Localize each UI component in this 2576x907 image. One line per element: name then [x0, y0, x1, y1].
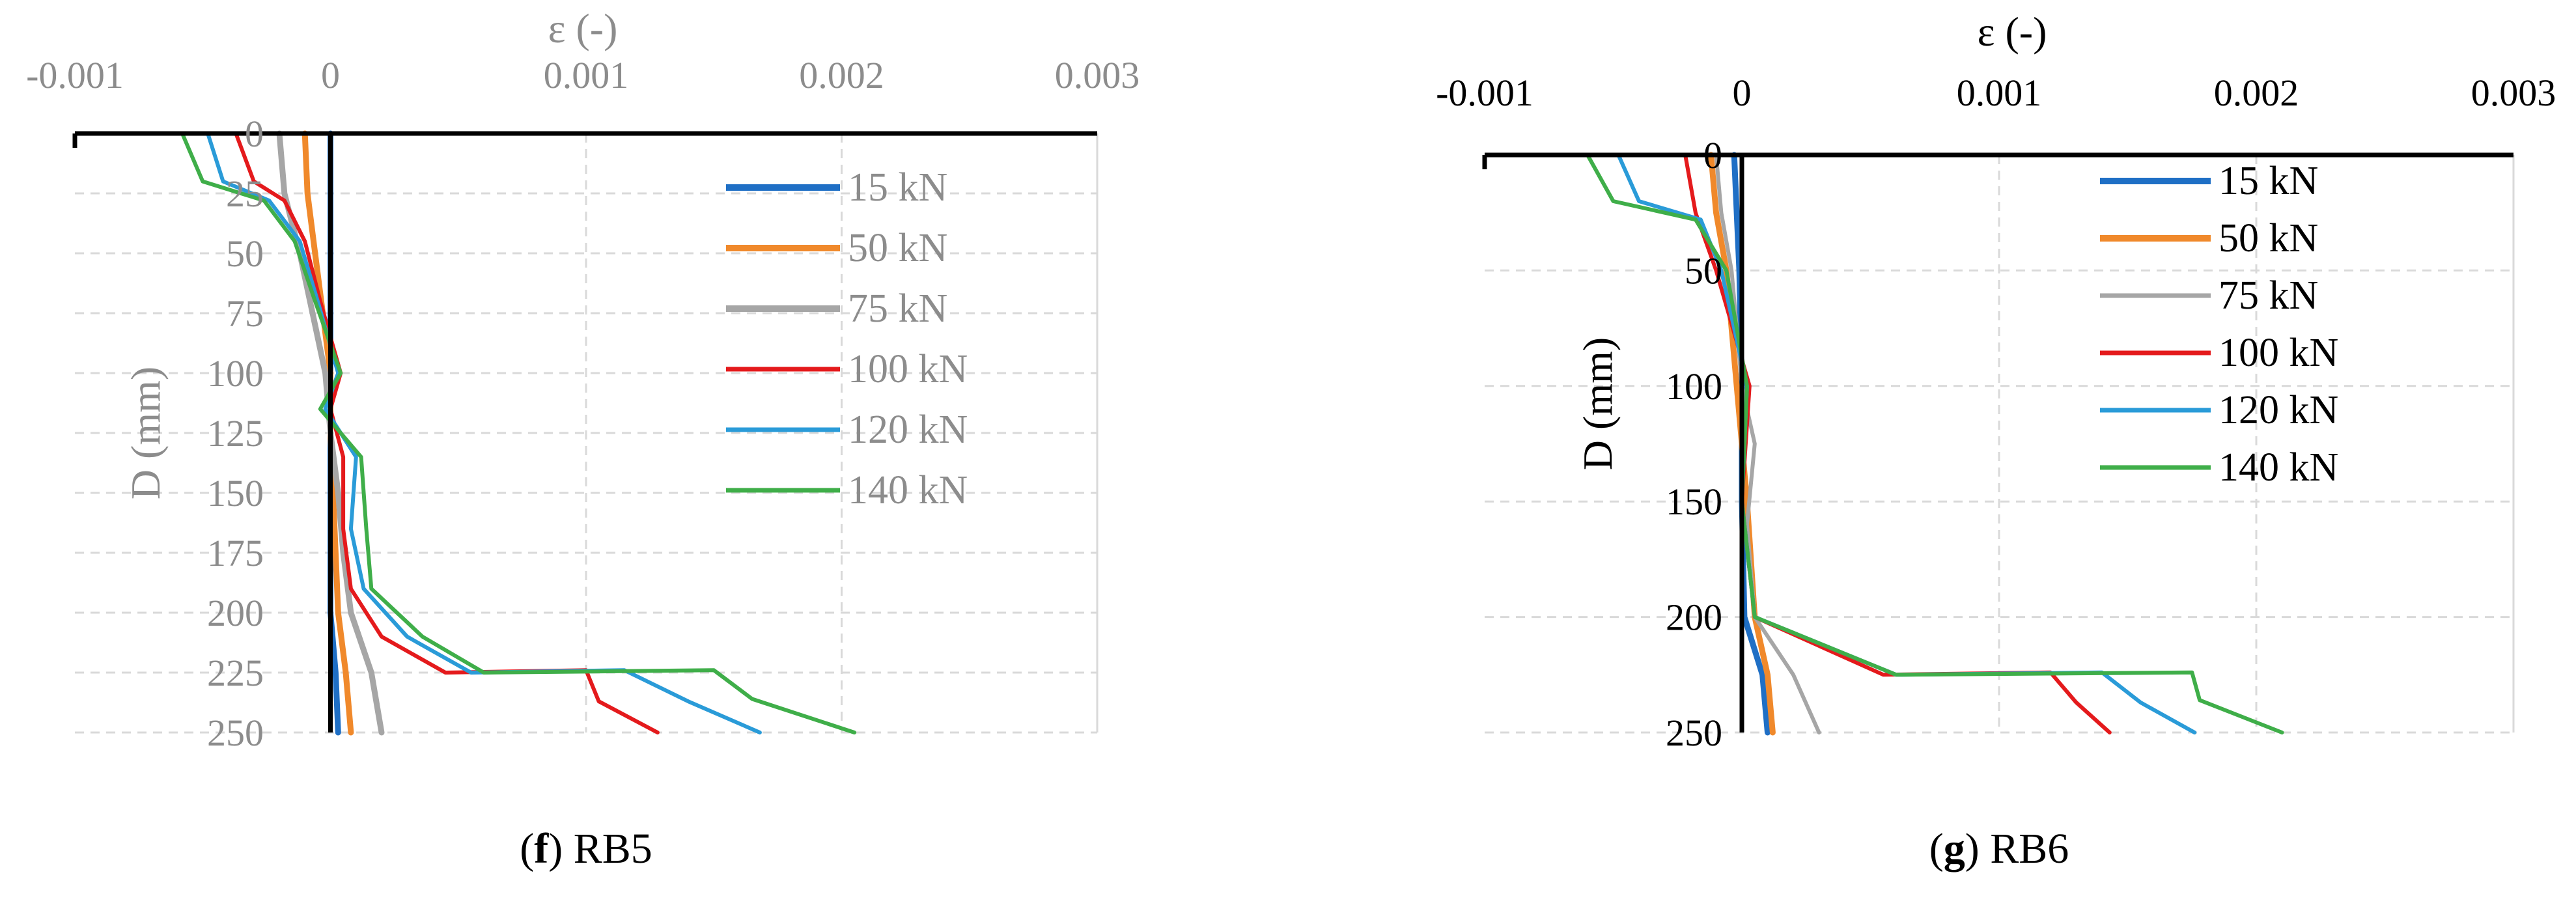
x-tick-label: 0.003	[2471, 72, 2556, 114]
legend-label: 120 kN	[848, 408, 968, 452]
y-tick-label: 125	[207, 412, 264, 454]
legend-label: 15 kN	[848, 165, 947, 210]
y-axis-label: D (mm)	[122, 367, 169, 499]
y-tick-label: 250	[207, 712, 264, 754]
caption-paren-close: )	[548, 825, 573, 872]
caption-text: RB6	[1990, 825, 2069, 872]
y-tick-label: 50	[1685, 249, 1722, 292]
y-tick-label: 50	[226, 232, 264, 275]
legend-label: 75 kN	[848, 286, 947, 331]
series-line-140-kn	[180, 132, 857, 734]
y-tick-label: 150	[207, 472, 264, 514]
x-tick-label: 0.003	[1055, 54, 1140, 96]
legend-label: 75 kN	[2219, 273, 2318, 318]
gridlines	[1485, 155, 2515, 734]
x-tick-label: 0.002	[2214, 72, 2299, 114]
caption-text: RB5	[574, 825, 652, 872]
x-axis-label: ε (-)	[548, 5, 618, 51]
caption-paren-open: (	[520, 825, 534, 872]
legend-label: 15 kN	[2219, 159, 2318, 203]
y-tick-label: 250	[1666, 712, 1722, 754]
y-axis-label: D (mm)	[1575, 337, 1621, 470]
x-tick-label: 0.002	[799, 54, 884, 96]
x-axis-label: ε (-)	[1978, 8, 2047, 55]
legend-label: 100 kN	[848, 347, 968, 391]
y-tick-label: 200	[207, 592, 264, 634]
figure-caption: (g) RB6	[1929, 825, 2069, 872]
y-tick-label: 0	[245, 113, 264, 155]
legend: 15 kN 50 kN 75 kN 100 kN 120 kN 140 kN	[726, 165, 968, 512]
chart-panel-g: -0.001 0 0.001 0.002 0.003 0 50 100 150 200 250 ε (…	[1436, 8, 2556, 872]
y-tick-label: 150	[1666, 481, 1722, 523]
caption-letter: f	[534, 825, 549, 872]
chart-panel-f: -0.001 0 0.001 0.002 0.003 0 25 50 75 100 125 150 17…	[26, 5, 1140, 872]
legend-label: 140 kN	[848, 468, 968, 512]
x-tick-label: 0	[321, 54, 340, 96]
legend-label: 50 kN	[2219, 216, 2318, 260]
gridlines	[75, 133, 1099, 734]
caption-paren-close: )	[1965, 825, 1990, 872]
y-tick-label: 75	[226, 292, 264, 335]
y-tick-label: 25	[226, 173, 264, 215]
legend: 15 kN 50 kN 75 kN 100 kN 120 kN 140 kN	[2100, 159, 2338, 490]
x-tick-label: -0.001	[26, 54, 124, 96]
x-tick-label: 0.001	[544, 54, 629, 96]
x-tick-label: 0.001	[1957, 72, 2042, 114]
caption-paren-open: (	[1929, 825, 1944, 872]
y-tick-label: 175	[207, 532, 264, 574]
legend-label: 50 kN	[848, 226, 947, 270]
y-tick-label: 200	[1666, 596, 1722, 639]
series-line-75-kn	[1714, 153, 1821, 734]
y-tick-label: 225	[207, 652, 264, 694]
legend-label: 120 kN	[2219, 388, 2338, 432]
y-tick-label: 100	[207, 352, 264, 395]
legend-label: 100 kN	[2219, 331, 2338, 375]
x-tick-label: 0	[1733, 72, 1752, 114]
figure-caption: (f) RB5	[520, 825, 652, 872]
y-tick-label: 100	[1666, 365, 1722, 408]
caption-letter: g	[1944, 825, 1965, 872]
x-tick-label: -0.001	[1436, 72, 1533, 114]
legend-label: 140 kN	[2219, 445, 2338, 490]
y-tick-label: 0	[1703, 134, 1722, 176]
